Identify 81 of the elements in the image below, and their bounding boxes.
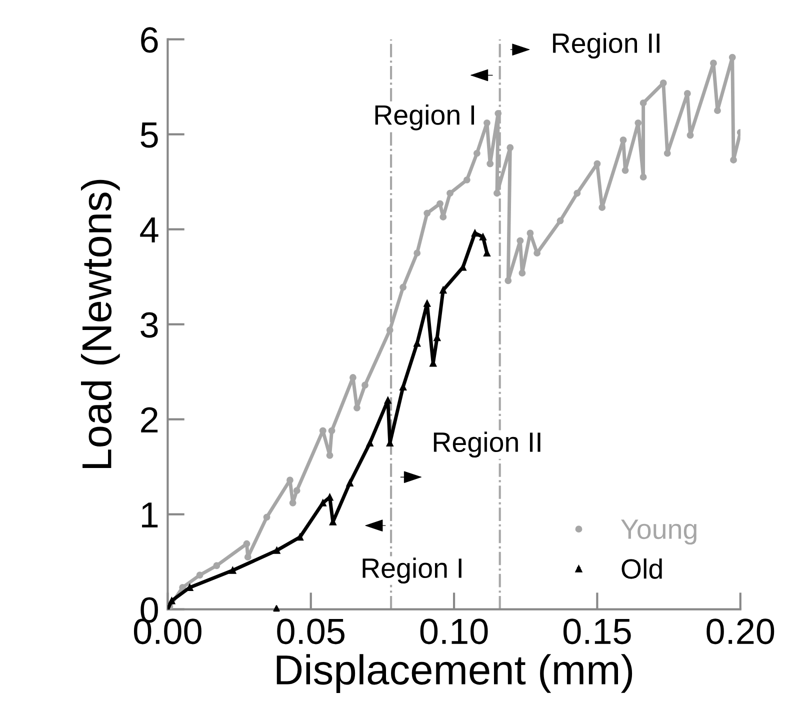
- point: [386, 326, 394, 334]
- point: [293, 487, 300, 494]
- point: [286, 476, 294, 484]
- point: [213, 562, 220, 570]
- y-tick-label: 2: [141, 407, 158, 432]
- point: [168, 597, 176, 604]
- x-axis-title: Displacement (mm): [276, 654, 632, 693]
- point: [486, 160, 494, 168]
- legend-label: Old: [622, 558, 662, 579]
- point: [684, 90, 691, 97]
- y-tick-label: 3: [140, 312, 158, 338]
- point: [400, 284, 407, 291]
- point: [640, 99, 647, 106]
- point: [319, 427, 326, 434]
- point: [594, 160, 601, 168]
- point: [598, 204, 606, 211]
- point: [634, 119, 642, 126]
- x-tick-label: 0.20: [706, 618, 774, 644]
- x-tick-label: 0.10: [420, 618, 488, 644]
- annotation: Region II: [553, 32, 660, 59]
- annotation: Region I: [362, 558, 462, 584]
- point: [622, 166, 629, 174]
- point: [504, 277, 512, 284]
- point: [243, 540, 250, 548]
- point: [289, 499, 296, 506]
- point: [400, 384, 407, 390]
- point: [196, 572, 204, 579]
- y-tick-label: 1: [142, 502, 158, 528]
- point: [328, 427, 336, 434]
- point: [660, 80, 667, 86]
- point: [463, 176, 470, 184]
- point: [244, 554, 252, 561]
- point: [424, 300, 431, 307]
- point: [273, 546, 280, 554]
- point: [526, 230, 534, 237]
- point: [179, 584, 186, 591]
- point: [640, 174, 647, 181]
- point: [574, 190, 581, 197]
- point: [353, 404, 360, 412]
- point: [362, 382, 368, 389]
- point: [436, 200, 444, 208]
- point: [384, 396, 392, 404]
- point: [296, 534, 304, 541]
- point: [440, 286, 447, 294]
- point: [686, 132, 694, 139]
- point: [319, 499, 326, 506]
- annotation: Region II: [434, 432, 540, 458]
- point: [473, 150, 480, 157]
- y-tick-label: 6: [141, 27, 158, 53]
- point: [494, 110, 502, 117]
- point: [273, 605, 280, 612]
- point: [229, 566, 236, 574]
- point: [346, 480, 354, 486]
- point: [424, 210, 431, 217]
- point: [263, 514, 270, 521]
- x-tick-label: 0.05: [277, 618, 344, 644]
- point: [730, 156, 737, 164]
- point: [349, 374, 356, 381]
- x-tick-label: 0.15: [563, 618, 631, 644]
- point: [446, 190, 454, 197]
- point: [516, 237, 524, 244]
- point: [664, 150, 671, 157]
- y-axis-title: Load (Newtons): [80, 180, 120, 468]
- point: [479, 233, 486, 240]
- annotation: Region I: [375, 104, 474, 130]
- point: [518, 270, 526, 276]
- point: [728, 54, 736, 61]
- point: [326, 452, 334, 459]
- point: [710, 60, 717, 67]
- point: [506, 144, 514, 152]
- y-tick-label: 5: [140, 122, 158, 148]
- point: [366, 440, 374, 447]
- point: [414, 250, 421, 257]
- point: [494, 190, 500, 197]
- point: [714, 107, 721, 114]
- point: [620, 136, 627, 144]
- y-tick-label: 4: [140, 218, 158, 242]
- point: [471, 230, 478, 237]
- legend-label: Young: [621, 520, 696, 545]
- point: [483, 119, 490, 126]
- point: [556, 217, 564, 224]
